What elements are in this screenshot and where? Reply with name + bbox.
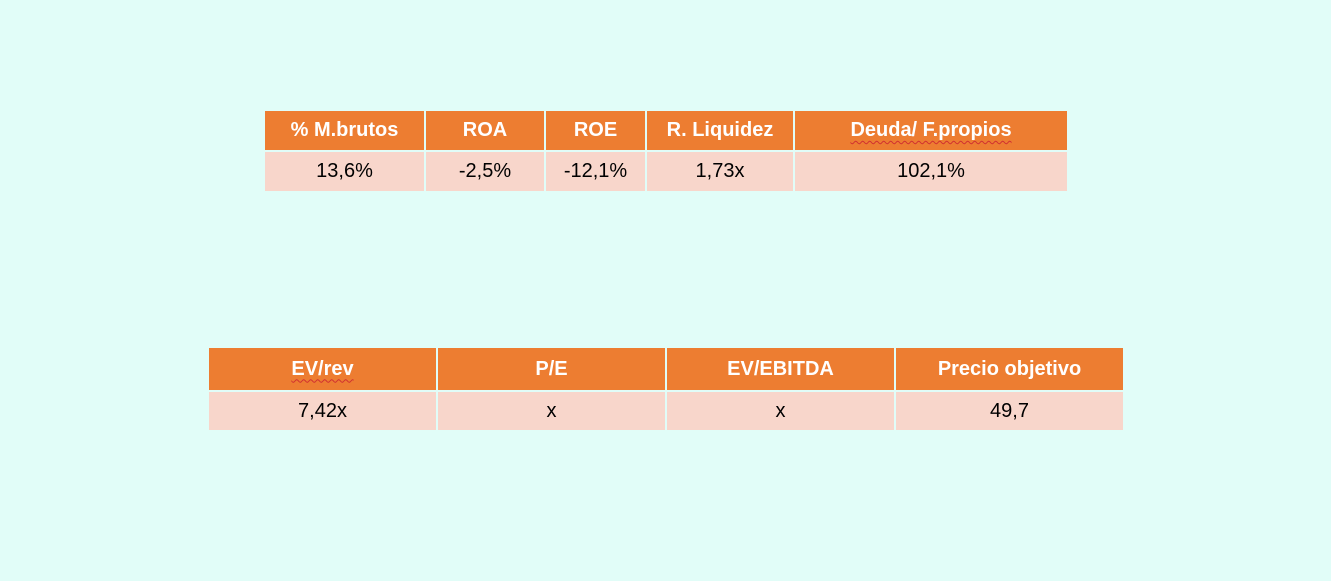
header-margin-gross: % M.brutos: [265, 111, 424, 150]
value-roa: -2,5%: [426, 152, 544, 191]
header-target-price: Precio objetivo: [896, 348, 1123, 390]
header-roe: ROE: [546, 111, 645, 150]
header-ev-rev-text: EV/rev: [291, 357, 354, 380]
header-debt-equity-text: Deuda/ F.propios: [850, 119, 1012, 141]
header-roa: ROA: [426, 111, 544, 150]
value-target-price: 49,7: [896, 392, 1123, 430]
header-ev-rev: EV/rev: [209, 348, 436, 390]
valuation-header-row: EV/rev P/E EV/EBITDA Precio objetivo: [209, 348, 1123, 390]
valuation-value-row: 7,42x x x 49,7: [209, 392, 1123, 430]
header-liquidity: R. Liquidez: [647, 111, 793, 150]
value-roe: -12,1%: [546, 152, 645, 191]
header-debt-equity: Deuda/ F.propios: [795, 111, 1067, 150]
header-ev-ebitda: EV/EBITDA: [667, 348, 894, 390]
value-ev-rev: 7,42x: [209, 392, 436, 430]
value-ev-ebitda: x: [667, 392, 894, 430]
value-margin-gross: 13,6%: [265, 152, 424, 191]
value-debt-equity: 102,1%: [795, 152, 1067, 191]
ratios-value-row: 13,6% -2,5% -12,1% 1,73x 102,1%: [265, 152, 1067, 191]
ratios-header-row: % M.brutos ROA ROE R. Liquidez Deuda/ F.…: [265, 111, 1067, 150]
ratios-table: % M.brutos ROA ROE R. Liquidez Deuda/ F.…: [263, 109, 1069, 193]
value-liquidity: 1,73x: [647, 152, 793, 191]
valuation-table: EV/rev P/E EV/EBITDA Precio objetivo 7,4…: [207, 346, 1125, 432]
header-pe: P/E: [438, 348, 665, 390]
value-pe: x: [438, 392, 665, 430]
